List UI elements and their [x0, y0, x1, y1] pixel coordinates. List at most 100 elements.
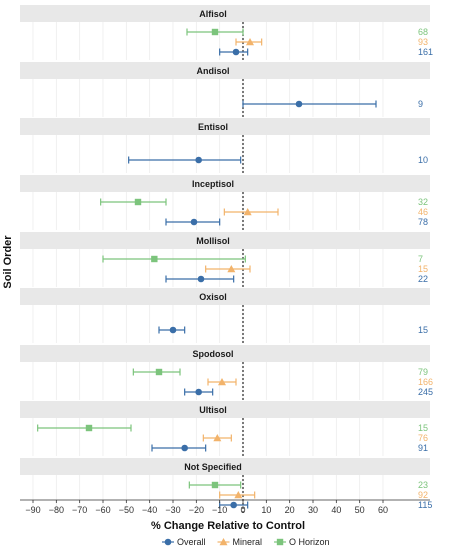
y-axis-title: Soil Order — [2, 235, 14, 289]
facet-label: Entisol — [198, 122, 228, 132]
sample-count: 91 — [418, 443, 428, 453]
sample-count: 245 — [418, 387, 433, 397]
point-marker — [169, 326, 177, 334]
x-axis-title: % Change Relative to Control — [151, 520, 305, 532]
estimate-ohorizon: 7 — [102, 254, 423, 264]
sample-count: 23 — [418, 480, 428, 490]
estimate-mineral: 15 — [205, 264, 428, 274]
point-marker — [234, 491, 243, 499]
estimate-overall: 91 — [151, 443, 428, 453]
sample-count: 9 — [418, 99, 423, 109]
estimate-overall: 78 — [165, 217, 428, 227]
point-marker — [211, 481, 219, 489]
x-tick-label: −40 — [142, 505, 157, 515]
facet-strip — [20, 175, 430, 192]
point-marker — [232, 48, 240, 56]
point-marker — [243, 208, 252, 216]
facet-body — [20, 475, 430, 513]
facet-label: Not Specified — [184, 462, 242, 472]
estimate-overall: 10 — [128, 155, 428, 165]
sample-count: 22 — [418, 274, 428, 284]
point-marker — [134, 198, 142, 206]
legend-label: O Horizon — [289, 537, 330, 547]
x-tick-label: 30 — [308, 505, 318, 515]
estimate-overall: 15 — [158, 325, 428, 335]
point-marker — [151, 255, 158, 263]
sample-count: 76 — [418, 433, 428, 443]
x-tick-label: 50 — [355, 505, 365, 515]
sample-count: 161 — [418, 47, 433, 57]
x-tick-label: −70 — [72, 505, 87, 515]
sample-count: 10 — [418, 155, 428, 165]
point-marker — [197, 275, 205, 283]
estimate-mineral: 93 — [235, 37, 428, 47]
facet-label: Inceptisol — [192, 179, 234, 189]
point-marker — [295, 100, 303, 108]
point-marker — [213, 434, 222, 442]
estimate-ohorizon: 68 — [186, 27, 428, 37]
point-marker — [85, 424, 93, 432]
facet-entisol: Entisol 10 — [20, 118, 430, 173]
facet-body — [20, 79, 430, 117]
x-tick-label: −60 — [95, 505, 110, 515]
point-marker — [190, 218, 198, 226]
estimate-ohorizon: 32 — [100, 197, 428, 207]
facet-andisol: Andisol 9 — [20, 62, 430, 117]
legend-item-overall: Overall — [162, 537, 206, 547]
estimate-ohorizon: 15 — [37, 423, 428, 433]
sample-count: 166 — [418, 377, 433, 387]
x-tick-label: 0 — [240, 505, 245, 515]
point-marker — [211, 28, 219, 36]
estimate-mineral: 166 — [207, 377, 433, 387]
sample-count: 68 — [418, 27, 428, 37]
facet-body — [20, 249, 430, 287]
facet-strip — [20, 345, 430, 362]
estimate-overall: 245 — [184, 387, 433, 397]
estimate-mineral: 76 — [202, 433, 428, 443]
facet-body — [20, 22, 430, 60]
facet-strip — [20, 288, 430, 305]
x-tick-label: −80 — [49, 505, 64, 515]
legend-item-ohorizon: O Horizon — [274, 537, 330, 547]
sample-count: 7 — [418, 254, 423, 264]
facet-body — [20, 305, 430, 343]
facet-body — [20, 418, 430, 456]
x-tick-label: −20 — [189, 505, 204, 515]
estimate-overall: 22 — [165, 274, 428, 284]
sample-count: 93 — [418, 37, 428, 47]
x-tick-label: 20 — [285, 505, 295, 515]
legend-item-mineral: Mineral — [217, 537, 263, 547]
sample-count: 78 — [418, 217, 428, 227]
sample-count: 15 — [418, 325, 428, 335]
facet-strip — [20, 232, 430, 249]
x-tick-label: −90 — [25, 505, 40, 515]
point-marker — [155, 368, 163, 376]
facet-strip — [20, 62, 430, 79]
facet-label: Alfisol — [199, 9, 227, 19]
facet-strip — [20, 401, 430, 418]
point-marker — [218, 378, 226, 386]
sample-count: 46 — [418, 207, 428, 217]
point-marker — [195, 388, 202, 396]
facet-label: Oxisol — [199, 292, 227, 302]
point-marker — [246, 38, 254, 46]
legend-label: Mineral — [233, 537, 263, 547]
x-tick-label: −50 — [119, 505, 134, 515]
point-marker — [227, 265, 236, 273]
x-axis: −90 −80 −70 −60 −50 −40 −30 −20 −10 0 10 20 30 40 50 60 — [20, 499, 430, 515]
x-tick-label: 60 — [378, 505, 388, 515]
sample-count: 115 — [418, 500, 432, 510]
x-tick-label: 40 — [331, 505, 341, 515]
facet-body — [20, 192, 430, 230]
x-tick-label: −10 — [212, 505, 227, 515]
sample-count: 79 — [418, 367, 428, 377]
estimate-ohorizon: 79 — [132, 367, 428, 377]
facet-body — [20, 362, 430, 400]
